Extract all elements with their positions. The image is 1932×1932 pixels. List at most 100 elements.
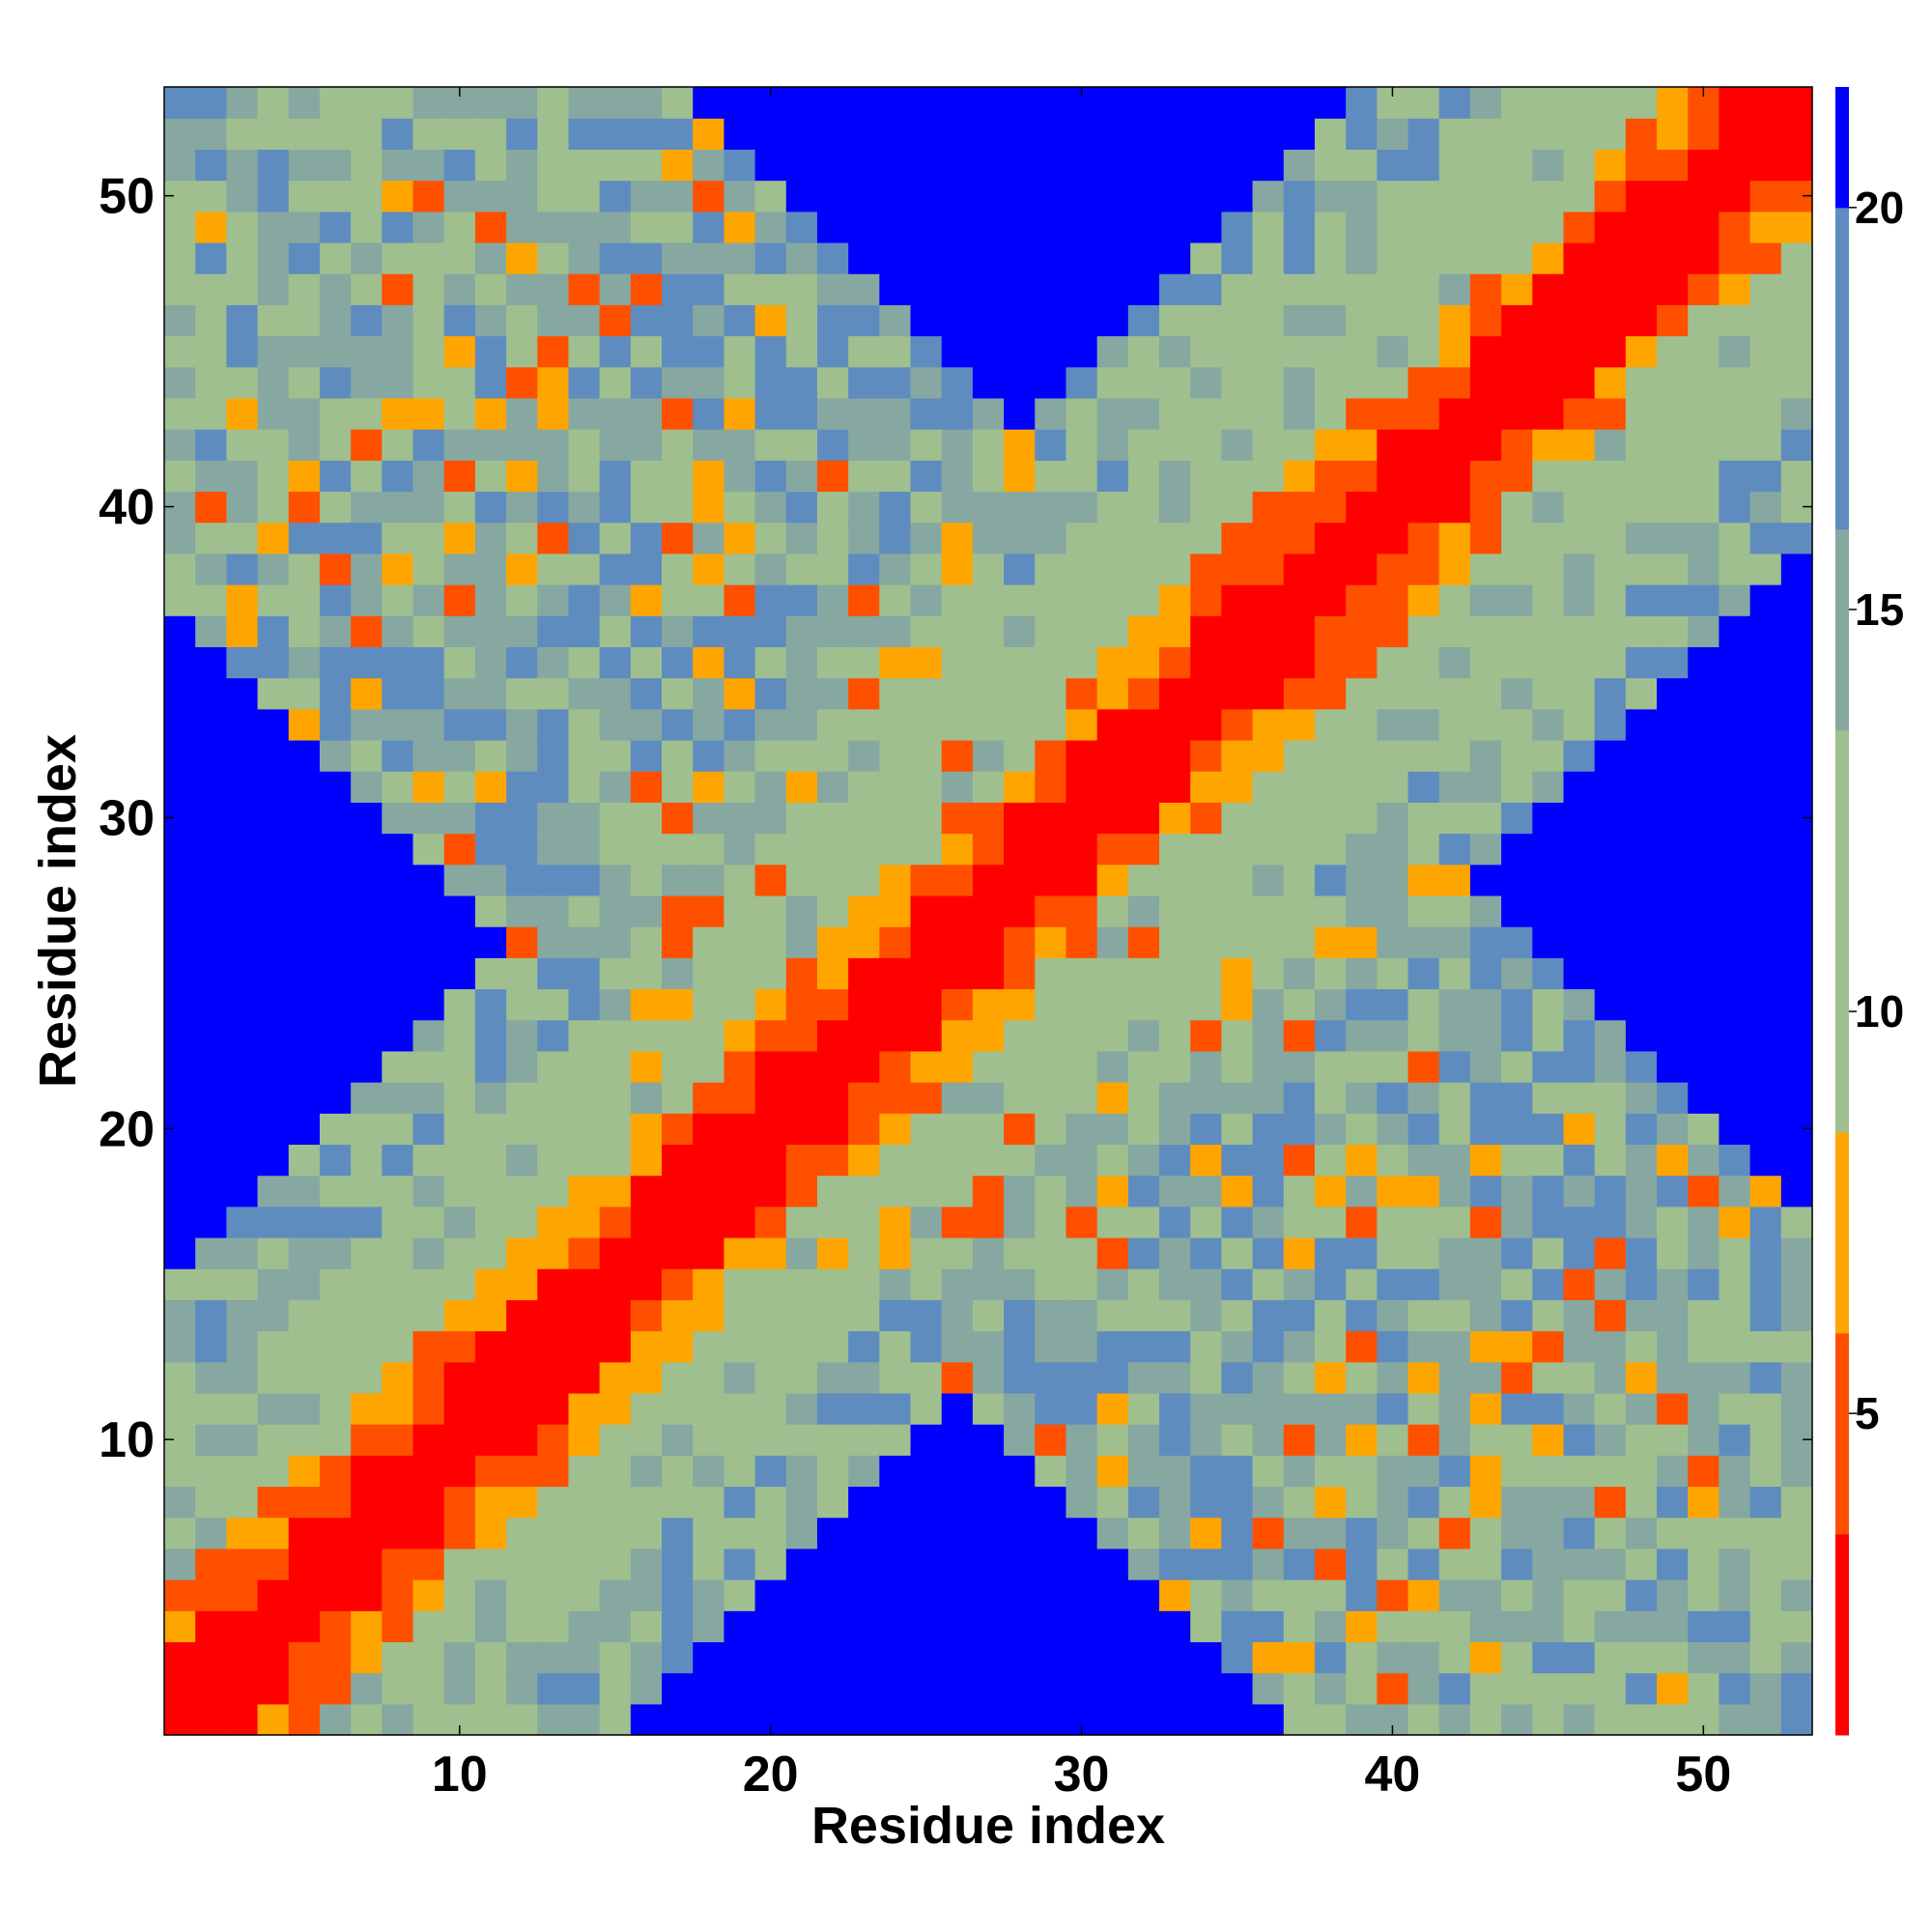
heatmap-cell xyxy=(1657,1455,1689,1488)
heatmap-cell xyxy=(724,1236,756,1269)
heatmap-cell xyxy=(724,833,756,866)
heatmap-cell xyxy=(1314,429,1347,461)
heatmap-cell xyxy=(1096,677,1129,710)
heatmap-cell xyxy=(1625,988,1658,1021)
heatmap-cell xyxy=(693,1330,724,1363)
heatmap-cell xyxy=(164,242,196,274)
heatmap-cell xyxy=(693,1517,724,1549)
heatmap-cell xyxy=(1004,460,1036,493)
heatmap-cell xyxy=(1625,926,1658,958)
heatmap-cell xyxy=(474,1361,507,1394)
heatmap-cell xyxy=(941,833,974,866)
heatmap-cell xyxy=(910,149,943,182)
heatmap-cell xyxy=(1780,149,1813,182)
heatmap-cell xyxy=(1719,771,1751,803)
heatmap-cell xyxy=(1469,1548,1502,1580)
heatmap-cell xyxy=(1065,1330,1098,1363)
heatmap-cell xyxy=(288,211,321,243)
heatmap-cell xyxy=(1749,242,1782,274)
heatmap-cell xyxy=(1438,677,1471,710)
heatmap-cell xyxy=(848,864,880,896)
heatmap-cell xyxy=(754,677,787,710)
heatmap-cell xyxy=(972,180,1005,213)
heatmap-cell xyxy=(195,1175,227,1208)
heatmap-cell xyxy=(1719,677,1751,710)
heatmap-cell xyxy=(879,1392,912,1425)
heatmap-cell xyxy=(1346,1548,1378,1580)
heatmap-cell xyxy=(1563,1672,1596,1705)
heatmap-cell xyxy=(1346,646,1378,679)
heatmap-cell xyxy=(1127,1175,1160,1208)
heatmap-cell xyxy=(474,118,507,150)
heatmap-cell xyxy=(195,833,227,866)
heatmap-cell xyxy=(1407,833,1440,866)
heatmap-cell xyxy=(1563,771,1596,803)
heatmap-cell xyxy=(1096,739,1129,772)
heatmap-cell xyxy=(816,273,849,305)
heatmap-cell xyxy=(1221,429,1254,461)
heatmap-cell xyxy=(1563,833,1596,866)
heatmap-cell xyxy=(630,1392,663,1425)
heatmap-cell xyxy=(724,1082,756,1114)
heatmap-cell xyxy=(630,615,663,647)
heatmap-cell xyxy=(537,1206,570,1238)
heatmap-cell xyxy=(319,1268,352,1300)
heatmap-cell xyxy=(1035,118,1067,150)
heatmap-cell xyxy=(1532,1268,1565,1300)
heatmap-cell xyxy=(599,242,632,274)
heatmap-cell xyxy=(1594,1548,1627,1580)
heatmap-cell xyxy=(1719,87,1751,119)
heatmap-cell xyxy=(785,1672,818,1705)
heatmap-cell xyxy=(257,149,290,182)
heatmap-cell xyxy=(1407,584,1440,616)
heatmap-cell xyxy=(1314,739,1347,772)
heatmap-cell xyxy=(1252,1392,1285,1425)
heatmap-cell xyxy=(1127,1299,1160,1332)
heatmap-cell xyxy=(879,802,912,835)
heatmap-cell xyxy=(1190,584,1223,616)
heatmap-cell xyxy=(972,864,1005,896)
heatmap-cell xyxy=(1096,584,1129,616)
heatmap-cell xyxy=(382,833,414,866)
heatmap-cell xyxy=(506,1548,538,1580)
heatmap-cell xyxy=(1625,1392,1658,1425)
heatmap-cell xyxy=(785,273,818,305)
heatmap-cell xyxy=(1657,429,1689,461)
heatmap-cell xyxy=(599,429,632,461)
heatmap-cell xyxy=(1004,522,1036,554)
heatmap-cell xyxy=(443,1236,476,1269)
heatmap-cell xyxy=(412,522,445,554)
heatmap-cell xyxy=(164,1299,196,1332)
heatmap-cell xyxy=(724,304,756,337)
heatmap-cell xyxy=(412,771,445,803)
heatmap-cell xyxy=(226,1641,259,1674)
heatmap-cell xyxy=(288,1579,321,1611)
heatmap-cell xyxy=(474,149,507,182)
heatmap-cell xyxy=(1688,1517,1720,1549)
heatmap-cell xyxy=(382,1268,414,1300)
heatmap-cell xyxy=(351,1548,383,1580)
heatmap-cell xyxy=(164,1455,196,1488)
heatmap-cell xyxy=(1314,988,1347,1021)
heatmap-cell xyxy=(506,211,538,243)
heatmap-cell xyxy=(1159,1392,1191,1425)
heatmap-cell xyxy=(1657,957,1689,990)
heatmap-cell xyxy=(1065,1486,1098,1519)
heatmap-cell xyxy=(1004,926,1036,958)
heatmap-cell xyxy=(1469,180,1502,213)
heatmap-cell xyxy=(941,118,974,150)
heatmap-cell xyxy=(1719,1610,1751,1643)
heatmap-cell xyxy=(630,1672,663,1705)
heatmap-cell xyxy=(1096,522,1129,554)
heatmap-cell xyxy=(599,1236,632,1269)
heatmap-cell xyxy=(848,1703,880,1736)
heatmap-cell xyxy=(785,118,818,150)
heatmap-cell xyxy=(288,149,321,182)
heatmap-cell xyxy=(443,615,476,647)
heatmap-cell xyxy=(195,242,227,274)
heatmap-cell xyxy=(1532,180,1565,213)
heatmap-cell xyxy=(972,802,1005,835)
heatmap-cell xyxy=(941,1703,974,1736)
heatmap-cell xyxy=(1563,1548,1596,1580)
heatmap-cell xyxy=(226,1486,259,1519)
